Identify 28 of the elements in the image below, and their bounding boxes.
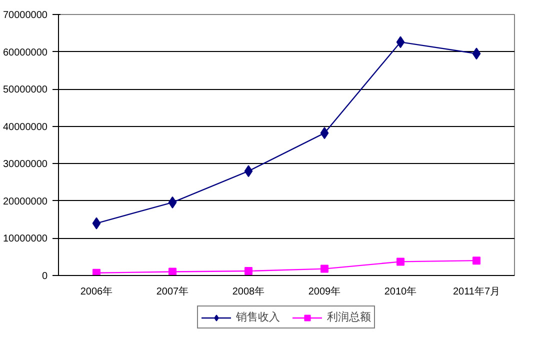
point	[396, 258, 404, 266]
point	[168, 196, 177, 208]
point	[168, 268, 176, 276]
point	[92, 268, 100, 276]
y-tick-label: 0	[42, 271, 48, 282]
legend-label: 利润总额	[327, 310, 371, 324]
y-tick-label: 30000000	[3, 159, 48, 170]
legend-label: 销售收入	[236, 310, 280, 324]
y-tick-label: 60000000	[3, 47, 48, 58]
y-tick-label: 70000000	[3, 10, 48, 21]
point	[320, 127, 329, 140]
x-tick-label: 2007年	[156, 286, 189, 298]
point	[472, 256, 480, 265]
point	[92, 217, 101, 230]
x-tick-label: 2010年	[384, 286, 417, 298]
point	[320, 264, 328, 273]
y-tick-label: 50000000	[3, 84, 48, 96]
x-tick-label: 2009年	[308, 286, 341, 298]
point	[244, 267, 252, 276]
point	[396, 36, 405, 48]
y-tick-label: 40000000	[3, 122, 48, 133]
x-tick-label: 2008年	[232, 286, 265, 298]
point	[244, 165, 253, 178]
y-tick-label: 20000000	[3, 196, 48, 208]
x-tick-label: 2011年7月	[452, 286, 500, 298]
point	[472, 48, 481, 60]
y-tick-label: 10000000	[3, 234, 48, 245]
x-tick-label: 2006年	[80, 286, 113, 298]
